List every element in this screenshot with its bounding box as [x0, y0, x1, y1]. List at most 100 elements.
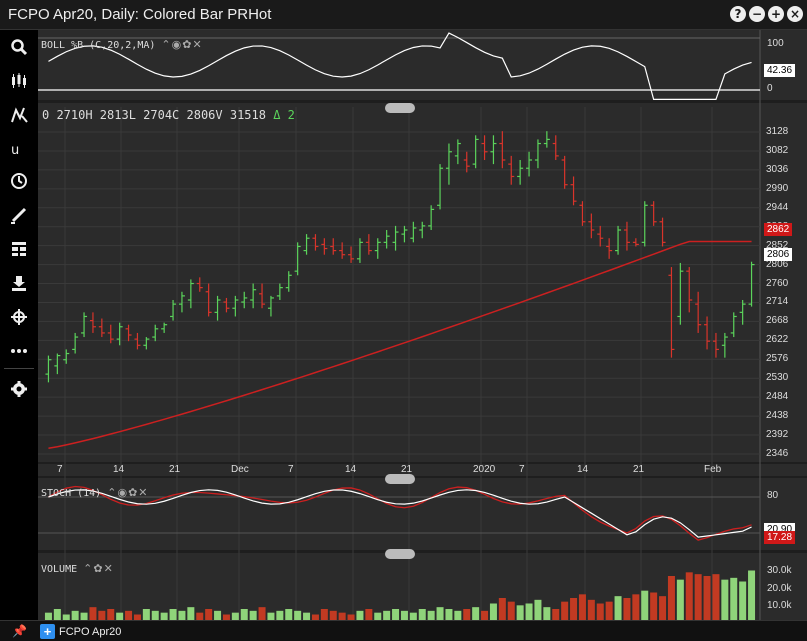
- stoch-pane-icons[interactable]: ⌃◉✿✕: [107, 486, 148, 499]
- volume-bar: [178, 610, 186, 620]
- price-tick-label: 2392: [766, 429, 789, 441]
- window-controls: ? − + ×: [730, 6, 803, 22]
- search-icon[interactable]: [8, 36, 30, 58]
- volume-bar: [214, 610, 222, 620]
- price-tick-label: 3128: [766, 126, 789, 137]
- add-icon[interactable]: +: [768, 6, 784, 22]
- chevron-up-icon[interactable]: ⌃: [107, 486, 118, 499]
- ma-value-badge: 2862: [764, 223, 793, 236]
- date-tick-label: 7: [288, 464, 294, 475]
- crosshair-icon[interactable]: [8, 306, 30, 328]
- gear-icon[interactable]: ✿: [182, 38, 193, 51]
- volume-bar: [347, 614, 355, 620]
- volume-bar: [534, 599, 542, 620]
- price-tick-label: 2622: [766, 334, 789, 346]
- volume-bar: [748, 570, 756, 620]
- volume-bar: [739, 581, 747, 620]
- eye-icon[interactable]: ◉: [171, 38, 183, 51]
- volume-bar: [712, 574, 720, 620]
- left-toolbar: u: [0, 30, 38, 628]
- volume-bar: [71, 610, 79, 620]
- price-tick-label: 2530: [766, 372, 789, 384]
- add-tab-button[interactable]: +: [40, 624, 55, 639]
- volume-bar: [196, 612, 204, 620]
- volume-bar: [222, 614, 230, 620]
- pin-icon[interactable]: 📌: [12, 624, 27, 638]
- volume-bar: [142, 609, 150, 620]
- gear-icon[interactable]: ✿: [128, 486, 139, 499]
- layout-icon[interactable]: [8, 238, 30, 260]
- close-icon[interactable]: ✕: [103, 562, 114, 575]
- chart-area[interactable]: BOLL %B (C,20,2,MA) ⌃◉✿✕ 100 0 42.36 0 2…: [38, 30, 807, 628]
- volume-bar: [89, 607, 97, 620]
- volume-bar: [543, 607, 551, 620]
- volume-bar: [650, 592, 658, 620]
- volume-bar: [169, 609, 177, 620]
- boll-tick-0: 0: [767, 83, 773, 94]
- volume-bar: [445, 609, 453, 620]
- boll-pane-icons[interactable]: ⌃◉✿✕: [161, 38, 202, 51]
- date-tick-label: Feb: [704, 464, 722, 475]
- chart-type-icon[interactable]: [8, 70, 30, 92]
- volume-bar: [151, 610, 159, 620]
- date-tick-label: 21: [401, 464, 413, 475]
- boll-pane-header: BOLL %B (C,20,2,MA) ⌃◉✿✕: [41, 38, 203, 51]
- price-tick-label: 2714: [766, 296, 789, 308]
- volume-tick-30k: 30.0k: [767, 565, 792, 576]
- eye-icon[interactable]: ◉: [117, 486, 129, 499]
- volume-bar: [561, 601, 569, 620]
- pane-resize-handle-3[interactable]: [385, 549, 415, 559]
- close-icon[interactable]: ×: [787, 6, 803, 22]
- volume-bar: [721, 579, 729, 620]
- close-icon[interactable]: ✕: [192, 38, 203, 51]
- volume-bar: [303, 612, 311, 620]
- volume-bar: [632, 594, 640, 620]
- settings-icon[interactable]: [8, 378, 30, 400]
- volume-bar: [427, 610, 435, 620]
- volume-pane-icons[interactable]: ⌃✿✕: [83, 562, 114, 575]
- stoch-k-line: [48, 489, 752, 538]
- volume-bar: [400, 610, 408, 620]
- time-icon[interactable]: [8, 170, 30, 192]
- volume-bar: [267, 612, 275, 620]
- volume-bar: [552, 609, 560, 620]
- chart-canvas[interactable]: [38, 30, 807, 628]
- symbol-tab[interactable]: + FCPO Apr20: [40, 623, 121, 640]
- chevron-up-icon[interactable]: ⌃: [161, 38, 172, 51]
- draw-icon[interactable]: [8, 204, 30, 226]
- volume-bar: [231, 612, 239, 620]
- volume-bar: [187, 607, 195, 620]
- volume-bar: [596, 603, 604, 620]
- close-icon[interactable]: ✕: [138, 486, 149, 499]
- chevron-up-icon[interactable]: ⌃: [83, 562, 94, 575]
- volume-bar: [338, 612, 346, 620]
- bottom-bar: 📌 + FCPO Apr20: [0, 620, 807, 641]
- pane-resize-handle[interactable]: [385, 103, 415, 113]
- volume-bar: [107, 609, 115, 620]
- volume-bar: [240, 609, 248, 620]
- minimize-icon[interactable]: −: [749, 6, 765, 22]
- volume-bar: [249, 610, 257, 620]
- price-tick-label: 2576: [766, 353, 789, 365]
- indicators-icon[interactable]: [8, 104, 30, 126]
- pane-resize-handle-2[interactable]: [385, 474, 415, 484]
- gear-icon[interactable]: ✿: [93, 562, 104, 575]
- date-tick-label: 14: [113, 464, 125, 475]
- title-bar: FCPO Apr20, Daily: Colored Bar PRHot ? −…: [0, 0, 807, 30]
- download-icon[interactable]: [8, 272, 30, 294]
- volume-bar: [320, 609, 328, 620]
- tab-label[interactable]: FCPO Apr20: [59, 625, 122, 638]
- volume-bar: [383, 610, 391, 620]
- more-icon[interactable]: [8, 340, 30, 362]
- ohlc-values: 0 2710H 2813L 2704C 2806V 31518: [42, 108, 266, 122]
- help-icon[interactable]: ?: [730, 6, 746, 22]
- volume-bar: [125, 610, 133, 620]
- volume-tick-10k: 10.0k: [767, 600, 792, 611]
- volume-bar: [258, 607, 266, 620]
- studies-icon[interactable]: u: [8, 138, 30, 160]
- date-tick-label: 21: [633, 464, 645, 475]
- moving-average-line: [48, 240, 752, 449]
- date-tick-label: 7: [519, 464, 525, 475]
- volume-bar: [730, 577, 738, 620]
- volume-bar: [507, 601, 515, 620]
